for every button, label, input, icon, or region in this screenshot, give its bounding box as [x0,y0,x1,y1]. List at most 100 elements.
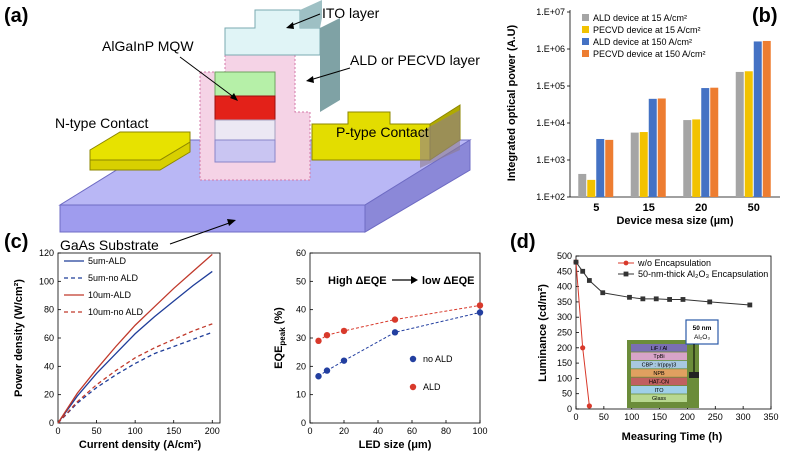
xtick-label-b: 50 [748,202,760,214]
inset-layer [631,369,687,377]
bar-b [701,88,710,197]
substrate-front [59,204,366,233]
ytick-label-b: 1.E+02 [536,192,565,202]
data-point-c-right [315,373,322,380]
label-ald: ALD or PECVD layer [350,52,480,68]
panel-label-b: (b) [752,5,778,27]
xtick-label-c-right: 80 [441,426,451,436]
data-point-c-right [323,367,331,374]
ticks-b: 1.E+02 1.E+03 1.E+04 1.E+05 1.E+06 1.E+07 5 15 2… [536,7,760,214]
ylabel-d: Luminance (cd/m²) [537,284,549,382]
inset-layer [631,360,687,369]
label-pcontact: P-type Contact [336,124,429,140]
ytick-label-c-left: 40 [44,361,54,371]
ticks-d: 0 50 100 150 200 250 300 350 0 50 100 150 200 250 300 3… [557,251,779,422]
ytick-label-b: 1.E+05 [536,81,565,91]
ytick-label-c-left: 60 [44,333,54,343]
bar-b [605,139,614,197]
legend-label-c-left: 10um-ALD [88,290,132,300]
ito-block-top-side [300,0,322,28]
fit-line-c-right [318,312,481,377]
bar-b [639,132,648,197]
data-point-c-right [323,331,331,339]
data-point-d [580,268,586,274]
legend-swatch-b [582,50,589,57]
data-point-d [580,345,586,351]
bar-b [657,98,666,197]
data-point-c-right [340,327,348,335]
legend-b: ALD device at 15 A/cm² PECVD device at 15… [582,13,706,59]
ticks-c-right: 0 20 40 60 80 100 0 10 20 30 40 50 60 [296,248,488,436]
inset-callout-marker [689,372,699,378]
ytick-label-d: 150 [557,358,572,368]
ytick-label-d: 350 [557,297,572,307]
lines-d [573,259,753,409]
data-point-d [586,278,592,283]
legend-label-b: ALD device at 15 A/cm² [593,13,687,23]
ytick-label-c-right: 0 [301,418,306,428]
arrowhead-mqw [230,93,238,101]
lines-c-left [57,253,213,424]
data-point-c-right [340,357,348,364]
ytick-label-b: 1.E+04 [536,118,565,128]
bar-b [753,41,762,198]
ytick-label-d: 250 [557,328,572,338]
ylabel-c-right: EQEpeak (%) [273,307,287,369]
xtick-label-b: 15 [643,202,655,214]
legend-marker-d [623,260,629,266]
ylabel-c-main: EQE [273,346,285,369]
bar-b [648,98,657,197]
ytick-label-d: 100 [557,373,572,383]
arrowhead-ald [306,76,314,83]
ytick-label-d: 300 [557,312,572,322]
ytick-label-c-right: 60 [296,248,306,258]
bar-b [692,119,701,197]
label-ncontact: N-type Contact [55,115,148,131]
xtick-label-d: 250 [708,412,723,422]
data-point-c-right [315,337,322,345]
ytick-label-c-left: 120 [39,248,54,258]
legend-label-b: ALD device at 150 A/cm² [593,37,692,47]
inset-layer [631,352,687,360]
xtick-label-c-left: 0 [55,426,60,436]
data-point-d [707,299,713,305]
inset-layer-label: HAT-CN [649,379,669,385]
ytick-label-b: 1.E+07 [536,7,565,17]
arrowhead-substrate [227,219,236,226]
data-point-c-right [391,316,399,323]
fit-line-c-right [318,304,481,342]
ytick-label-d: 0 [567,404,572,414]
xtick-label-c-right: 0 [307,426,312,436]
ylabel-b: Integrated optical power (A.U) [506,24,518,181]
inset-layer-label: LiF / Al [651,346,668,352]
xtick-label-d: 50 [599,412,609,422]
bar-b [596,138,605,197]
bar-b [630,132,639,197]
arrow-substrate [169,221,233,245]
annotation-arrowhead [411,276,418,284]
legend-label-d: 50-nm-thick Al₂O₃ Encapsulation [638,269,768,279]
xtick-label-b: 5 [593,202,599,214]
legend-label-c-left: 5um-no ALD [88,273,139,283]
xlabel-d: Measuring Time (h) [622,431,723,443]
data-point-d [653,296,659,302]
xlabel-c-right: LED size (μm) [359,439,432,451]
ylabel-c-right-text: EQEpeak (%) [273,307,287,369]
panel-label-d: (d) [510,231,536,253]
legend-c-left: 5um-ALD 5um-no ALD 10um-ALD 10um-no ALD [64,256,144,317]
xlabel-c-left: Current density (A/cm²) [79,439,202,451]
ytick-label-c-right: 10 [296,390,306,400]
xtick-label-c-left: 200 [205,426,220,436]
legend-label-b: PECVD device at 150 A/cm² [593,49,706,59]
data-point-c-right [391,329,399,336]
data-point-d [627,294,632,300]
ytick-label-c-right: 20 [296,361,306,371]
ylabel-c-sub: peak [278,327,287,346]
inset-layers: LiF / Al TpBi CBP : Ir(ppy)3 NPB HAT-CN ITO Gl… [631,344,687,402]
xtick-label-c-right: 100 [472,426,487,436]
ytick-label-c-left: 20 [44,390,54,400]
ytick-label-c-left: 80 [44,305,54,315]
data-point-d [747,302,753,308]
